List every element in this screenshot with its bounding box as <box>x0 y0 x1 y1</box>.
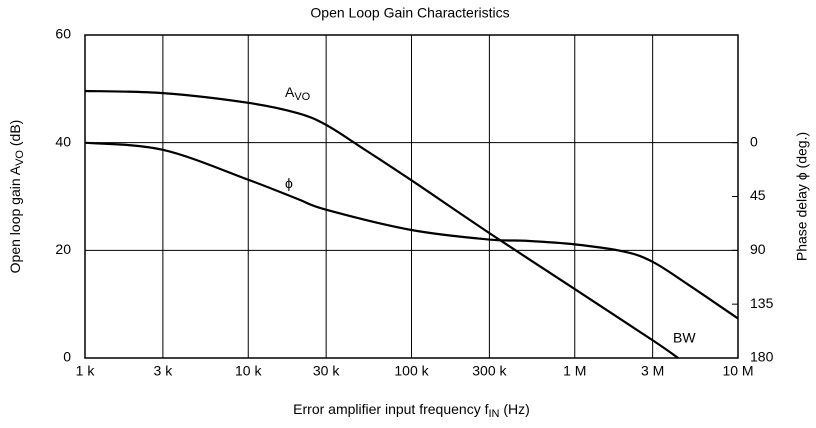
y2-axis-label: Phase delay ϕ (deg.) <box>794 132 810 261</box>
y2-tick-label: 90 <box>750 241 766 257</box>
x-tick-label: 1 M <box>563 363 586 379</box>
y-axis-label-part: (dB) <box>7 120 23 150</box>
y-tick-label: 40 <box>55 133 71 149</box>
x-tick-label: 30 k <box>313 363 340 379</box>
chart-title: Open Loop Gain Characteristics <box>310 5 509 21</box>
x-axis-label: Error amplifier input frequency fIN (Hz) <box>293 401 530 420</box>
x-tick-label: 300 k <box>472 363 507 379</box>
series-label-part: ϕ <box>285 175 293 191</box>
y2-tick-label: 180 <box>750 349 774 365</box>
y-axis-label-part: Open loop gain A <box>7 165 23 273</box>
x-tick-label: 3 k <box>154 363 174 379</box>
y2-tick-label: 45 <box>750 187 766 203</box>
series-label-part: A <box>285 84 295 100</box>
series-label: AVO <box>285 84 311 103</box>
series-line <box>84 89 679 359</box>
x-tick-label: 100 k <box>394 363 429 379</box>
x-axis-label-part: (Hz) <box>499 401 529 417</box>
series-line <box>84 141 739 320</box>
x-tick-label: 10 k <box>235 363 262 379</box>
annotation: BW <box>673 330 696 346</box>
x-tick-label: 1 k <box>76 363 96 379</box>
y-tick-label: 20 <box>55 241 71 257</box>
x-tick-label: 10 M <box>722 363 753 379</box>
x-tick-label: 3 M <box>641 363 664 379</box>
y-tick-label: 60 <box>55 26 71 42</box>
y2-tick-label: 135 <box>750 295 774 311</box>
plot-frame <box>84 34 739 359</box>
x-axis-label-part: IN <box>488 408 499 420</box>
y-tick-label: 0 <box>63 349 71 365</box>
y2-tick-label: 0 <box>750 133 758 149</box>
series-label-part: VO <box>294 91 310 103</box>
y-axis-label-part: VO <box>14 150 26 166</box>
series-label: ϕ <box>285 175 293 191</box>
y-axis-label: Open loop gain AVO (dB) <box>7 120 26 274</box>
x-axis-label-part: Error amplifier input frequency f <box>293 401 488 417</box>
